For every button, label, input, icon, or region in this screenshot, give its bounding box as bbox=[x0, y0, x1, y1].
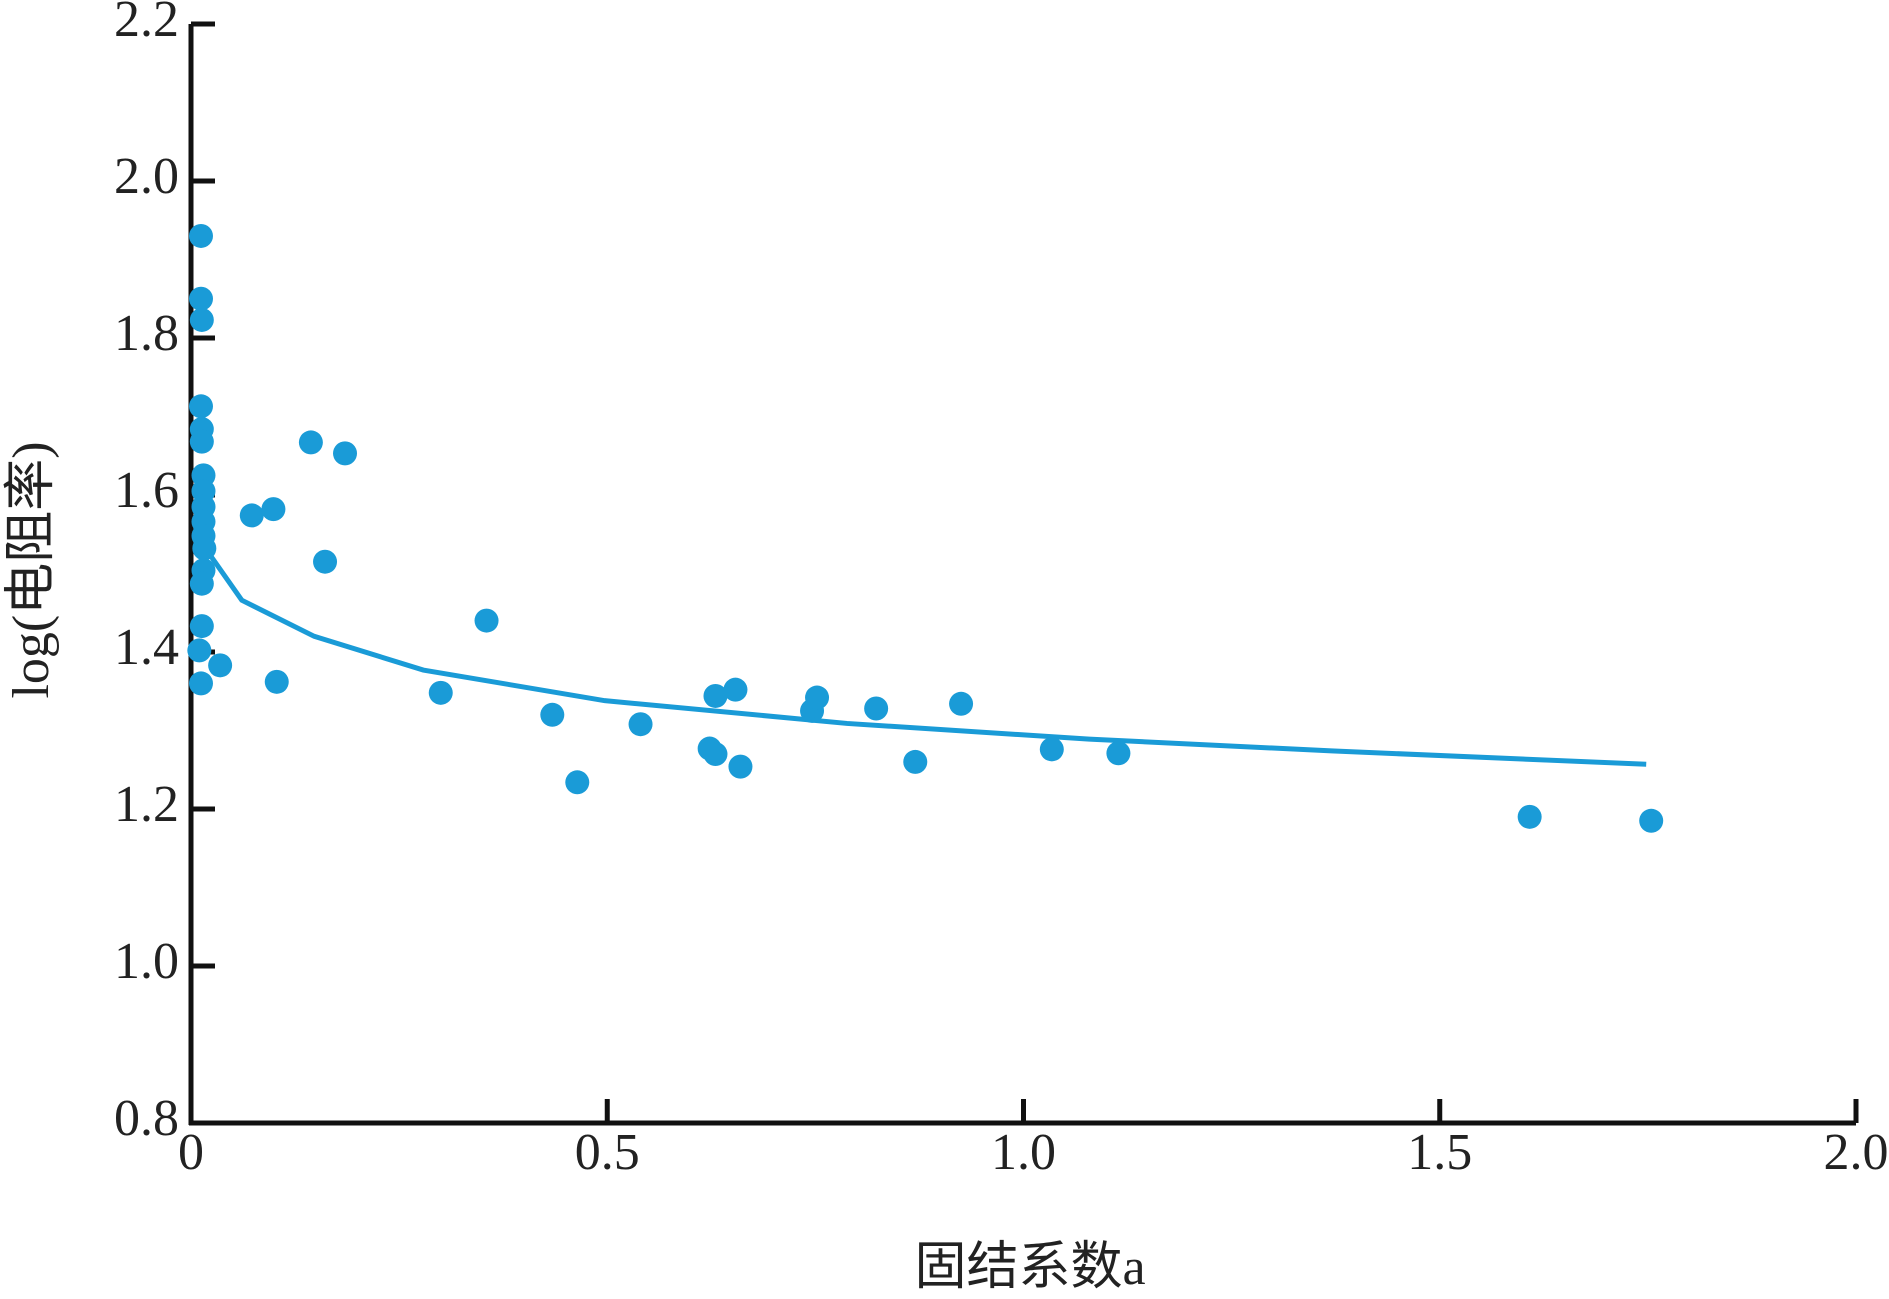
y-tick-label: 1.0 bbox=[114, 933, 179, 990]
point bbox=[1039, 737, 1064, 762]
y-tick-label: 2.2 bbox=[114, 0, 179, 48]
point bbox=[261, 497, 286, 522]
point bbox=[239, 503, 264, 528]
point bbox=[313, 549, 338, 574]
point bbox=[333, 441, 358, 466]
point bbox=[208, 653, 233, 678]
point bbox=[1517, 804, 1542, 829]
point bbox=[188, 286, 213, 311]
x-tick-label: 1.5 bbox=[1407, 1124, 1472, 1181]
point bbox=[628, 712, 653, 737]
point bbox=[189, 307, 214, 332]
y-tick-label: 2.0 bbox=[114, 148, 179, 205]
point bbox=[728, 754, 753, 779]
x-tick-label: 0 bbox=[178, 1124, 204, 1181]
point bbox=[723, 677, 748, 702]
point bbox=[1106, 741, 1131, 766]
y-axis-title: log(电阻率) bbox=[3, 441, 60, 698]
point bbox=[189, 614, 214, 639]
point bbox=[703, 683, 728, 708]
point bbox=[474, 608, 499, 633]
point bbox=[703, 742, 728, 767]
y-tick-label: 1.8 bbox=[114, 305, 179, 362]
point bbox=[1639, 808, 1664, 833]
fit-line bbox=[205, 550, 1647, 767]
point bbox=[805, 685, 830, 710]
point bbox=[188, 671, 213, 696]
point bbox=[540, 702, 565, 727]
point bbox=[188, 394, 213, 419]
point bbox=[565, 770, 590, 795]
point bbox=[903, 749, 928, 774]
x-axis-title: 固结系数a bbox=[914, 1239, 1145, 1296]
y-tick-label: 0.8 bbox=[114, 1090, 179, 1147]
x-tick-label: 2.0 bbox=[1824, 1124, 1889, 1181]
point bbox=[428, 680, 453, 705]
point bbox=[189, 571, 214, 596]
point bbox=[187, 638, 212, 663]
point bbox=[189, 429, 214, 454]
point bbox=[264, 669, 289, 694]
y-tick-label: 1.2 bbox=[114, 776, 179, 833]
x-tick-label: 0.5 bbox=[575, 1124, 640, 1181]
x-tick-label: 1.0 bbox=[991, 1124, 1056, 1181]
point bbox=[188, 223, 213, 248]
point bbox=[949, 691, 974, 716]
y-tick-label: 1.4 bbox=[114, 619, 179, 676]
y-tick-label: 1.6 bbox=[114, 462, 179, 519]
point bbox=[864, 696, 889, 721]
point bbox=[298, 430, 323, 455]
